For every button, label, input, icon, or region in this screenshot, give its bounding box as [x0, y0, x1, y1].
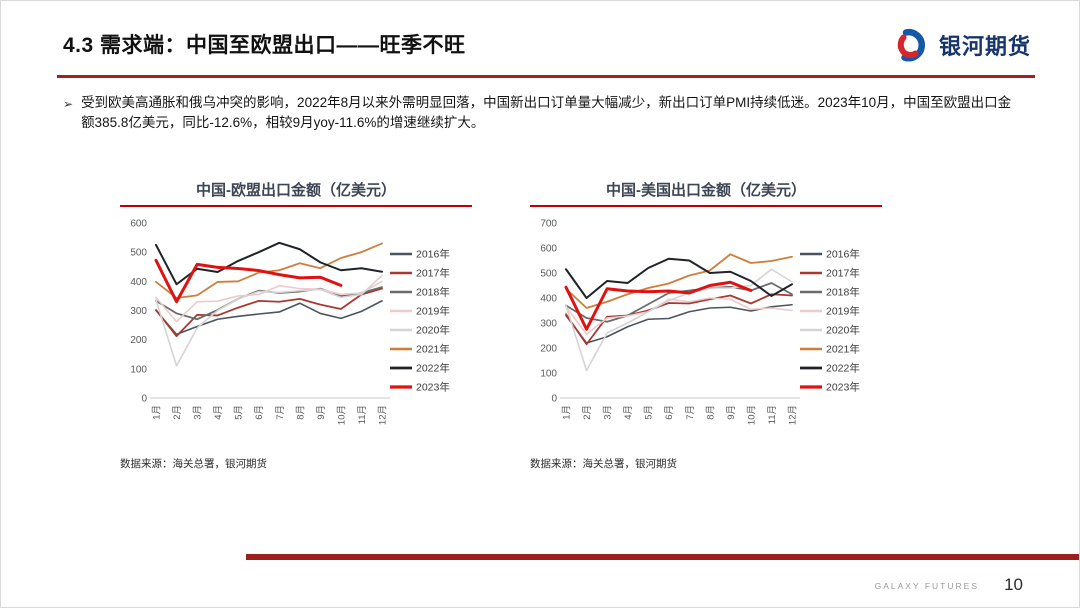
bullet-arrow-icon: ➢ [63, 97, 74, 111]
x-axis-tick-label: 3月 [193, 405, 204, 420]
legend-label: 2019年 [416, 305, 450, 318]
legend-label: 2018年 [416, 286, 450, 299]
y-axis-tick-label: 500 [130, 248, 147, 259]
x-axis-tick-label: 11月 [767, 405, 778, 424]
galaxy-swirl-icon [897, 28, 925, 62]
legend-label: 2020年 [826, 324, 860, 337]
footer-accent-bar [246, 554, 1079, 560]
y-axis-tick-label: 0 [551, 394, 557, 405]
legend-label: 2017年 [826, 267, 860, 280]
legend-label: 2016年 [826, 248, 860, 261]
legend-label: 2018年 [826, 286, 860, 299]
source-note: 数据来源：海关总署，银河期货 [530, 458, 677, 470]
series-line-2022年 [565, 257, 793, 299]
legend-label: 2016年 [416, 248, 450, 261]
x-axis-tick-label: 1月 [562, 405, 573, 420]
legend-label: 2019年 [826, 305, 860, 318]
y-axis-tick-label: 0 [141, 394, 147, 405]
x-axis-tick-label: 4月 [213, 405, 224, 420]
chart-us-exports: 中国-美国出口金额（亿美元） 0 100 200 300 400 500 600 700 1月 2… [530, 179, 882, 471]
chart-eu-exports: 中国-欧盟出口金额（亿美元） 0 100 200 300 400 500 600 1月 2月 3月… [120, 179, 472, 471]
x-axis-tick-label: 3月 [603, 405, 614, 420]
series-line-2023年 [154, 258, 343, 304]
y-axis-tick-label: 300 [540, 319, 557, 330]
x-axis-tick-label: 1月 [152, 405, 163, 420]
company-logo-text: 银河期货 [938, 34, 1031, 59]
summary-text: 受到欧美高通胀和俄乌冲突的影响，2022年8月以来外需明显回落，中国新出口订单量… [81, 95, 1012, 130]
y-axis-tick-label: 200 [130, 335, 147, 346]
footer-brand: GALAXY FUTURES [874, 581, 979, 591]
series-line-2020年 [155, 274, 383, 367]
y-axis-tick-label: 600 [130, 219, 147, 230]
x-axis-tick-label: 8月 [705, 405, 716, 420]
legend-label: 2022年 [826, 362, 860, 375]
x-axis-tick-label: 11月 [357, 405, 368, 424]
chart-title: 中国-欧盟出口金额（亿美元） [196, 182, 396, 199]
legend-label: 2023年 [826, 381, 860, 394]
x-axis-tick-label: 10月 [336, 405, 347, 425]
x-axis-tick-label: 5月 [234, 405, 245, 420]
chart-title-underline [530, 205, 882, 207]
x-axis-tick-label: 4月 [623, 405, 634, 420]
y-axis-tick-label: 600 [540, 244, 557, 255]
x-axis-tick-label: 5月 [644, 405, 655, 420]
eu-exports-line-chart: 0 100 200 300 400 500 600 1月 2月 3月 4月 5月 6月 7月 8月 9月 10月… [130, 219, 450, 426]
series-line-2016年 [155, 300, 383, 336]
legend-label: 2017年 [416, 267, 450, 280]
header-divider [57, 75, 1035, 78]
legend-label: 2023年 [416, 381, 450, 394]
legend-label: 2021年 [416, 343, 450, 356]
y-axis-tick-label: 100 [540, 369, 557, 380]
us-exports-line-chart: 0 100 200 300 400 500 600 700 1月 2月 3月 4月 5月 6月 7月 8月 9月… [540, 219, 860, 426]
x-axis-tick-label: 2月 [582, 405, 593, 420]
x-axis-tick-label: 6月 [664, 405, 675, 420]
page-title: 4.3 需求端：中国至欧盟出口——旺季不旺 [63, 34, 466, 57]
x-axis-tick-label: 9月 [726, 405, 737, 420]
legend-label: 2022年 [416, 362, 450, 375]
x-axis-tick-label: 7月 [685, 405, 696, 420]
y-axis-tick-label: 200 [540, 344, 557, 355]
y-axis-tick-label: 400 [130, 277, 147, 288]
x-axis-tick-label: 8月 [295, 405, 306, 420]
legend-label: 2020年 [416, 324, 450, 337]
summary-paragraph: ➢ 受到欧美高通胀和俄乌冲突的影响，2022年8月以来外需明显回落，中国新出口订… [63, 93, 1015, 133]
company-logo: 银河期货 [891, 25, 1031, 65]
chart-title-underline [120, 205, 472, 207]
y-axis-tick-label: 400 [540, 294, 557, 305]
y-axis-tick-label: 100 [130, 364, 147, 375]
series-line-2019年 [155, 280, 383, 323]
x-axis-tick-label: 10月 [746, 405, 757, 425]
series-line-2019年 [565, 297, 793, 336]
y-axis-tick-label: 500 [540, 269, 557, 280]
x-axis-tick-label: 12月 [788, 405, 799, 425]
series-line-2023年 [564, 280, 753, 331]
x-axis-tick-label: 9月 [316, 405, 327, 420]
page-number: 10 [1004, 575, 1023, 594]
series-line-2021年 [565, 253, 793, 309]
chart-title: 中国-美国出口金额（亿美元） [606, 182, 806, 199]
x-axis-tick-label: 7月 [275, 405, 286, 420]
y-axis-tick-label: 300 [130, 306, 147, 317]
x-axis-tick-label: 2月 [172, 405, 183, 420]
legend-label: 2021年 [826, 343, 860, 356]
y-axis-tick-label: 700 [540, 219, 557, 230]
source-note: 数据来源：海关总署，银河期货 [120, 458, 267, 470]
x-axis-tick-label: 6月 [254, 405, 265, 420]
x-axis-tick-label: 12月 [378, 405, 389, 425]
